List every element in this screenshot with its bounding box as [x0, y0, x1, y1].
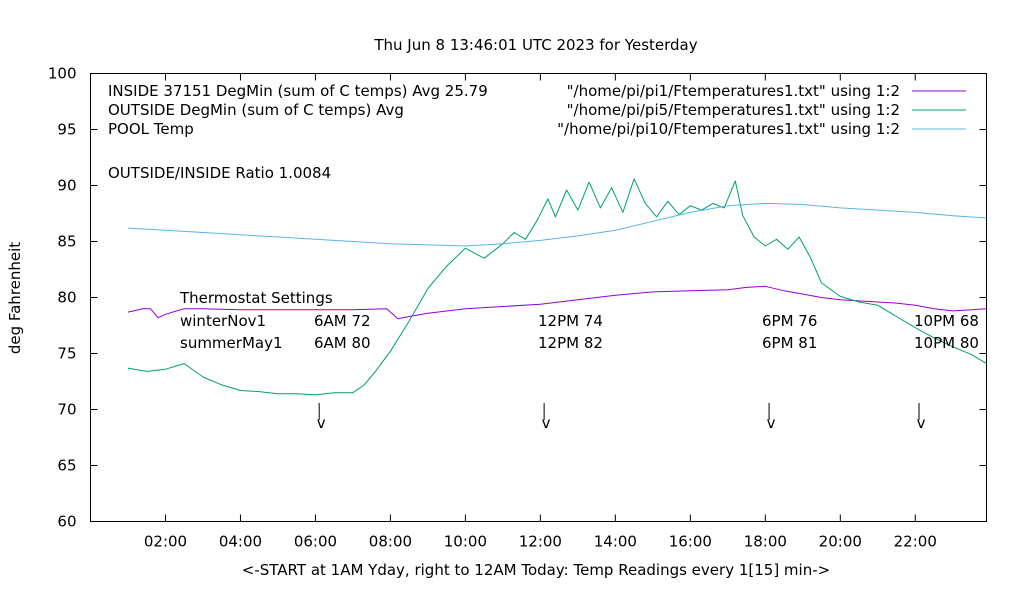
- x-tick-label: 18:00: [744, 533, 787, 551]
- thermostat-setting: 10PM 68: [914, 312, 979, 330]
- thermostat-setting: 6AM 80: [314, 334, 371, 352]
- x-tick-label: 14:00: [594, 533, 637, 551]
- legend-source-inside: "/home/pi/pi1/Ftemperatures1.txt" using …: [567, 82, 900, 100]
- y-tick-label: 75: [57, 345, 76, 363]
- x-tick-label: 06:00: [294, 533, 337, 551]
- x-axis-label: <-START at 1AM Yday, right to 12AM Today…: [242, 561, 830, 579]
- x-tick-label: 08:00: [369, 533, 412, 551]
- thermostat-setting: 12PM 74: [538, 312, 603, 330]
- series-line-outside: [127, 178, 987, 396]
- thermostat-marker-arrow: v: [317, 414, 326, 432]
- thermostat-row-label: winterNov1: [180, 312, 266, 330]
- x-tick-label: 10:00: [444, 533, 487, 551]
- x-tick-label: 02:00: [144, 533, 187, 551]
- x-tick-label: 16:00: [669, 533, 712, 551]
- annotation-layer: OUTSIDE/INSIDE Ratio 1.0084 Thermostat Se…: [108, 164, 979, 432]
- y-tick-label: 90: [57, 177, 76, 195]
- thermostat-marker-arrow: v: [917, 414, 926, 432]
- series-line-inside: [127, 285, 987, 320]
- legend-title-pool: POOL Temp: [108, 120, 194, 138]
- thermostat-title: Thermostat Settings: [179, 289, 333, 307]
- ratio-annotation: OUTSIDE/INSIDE Ratio 1.0084: [108, 164, 331, 182]
- y-tick-label: 80: [57, 289, 76, 307]
- legend-title-outside: OUTSIDE DegMin (sum of C temps) Avg: [108, 101, 404, 119]
- legend-source-outside: "/home/pi/pi5/Ftemperatures1.txt" using …: [567, 101, 900, 119]
- thermostat-setting: 6PM 76: [762, 312, 817, 330]
- axis-ticks: 60 65 70 75 80 85 90 95 100 02:00 04:00 06:00 08:00 1…: [48, 65, 987, 551]
- thermostat-row-label: summerMay1: [180, 334, 283, 352]
- y-tick-label: 95: [57, 121, 76, 139]
- series-layer: [127, 178, 987, 396]
- series-line-pool: [127, 202, 987, 247]
- y-tick-label: 65: [57, 457, 76, 475]
- thermostat-marker-arrow: v: [767, 414, 776, 432]
- x-tick-label: 22:00: [894, 533, 937, 551]
- y-tick-label: 100: [48, 65, 77, 83]
- legend: INSIDE 37151 DegMin (sum of C temps) Avg…: [108, 82, 966, 138]
- x-tick-label: 04:00: [219, 533, 262, 551]
- x-tick-label: 12:00: [519, 533, 562, 551]
- legend-title-inside: INSIDE 37151 DegMin (sum of C temps) Avg…: [108, 82, 488, 100]
- legend-source-pool: "/home/pi/pi10/Ftemperatures1.txt" using…: [557, 120, 900, 138]
- x-tick-label: 20:00: [819, 533, 862, 551]
- thermostat-setting: 6AM 72: [314, 312, 371, 330]
- y-tick-label: 60: [57, 513, 76, 531]
- thermostat-setting: 12PM 82: [538, 334, 603, 352]
- chart-title: Thu Jun 8 13:46:01 UTC 2023 for Yesterda…: [373, 36, 697, 54]
- y-tick-label: 70: [57, 401, 76, 419]
- thermostat-marker-arrow: v: [542, 414, 551, 432]
- y-axis-label: deg Fahrenheit: [6, 242, 24, 354]
- y-tick-label: 85: [57, 233, 76, 251]
- thermostat-setting: 6PM 81: [762, 334, 817, 352]
- thermostat-setting: 10PM 80: [914, 334, 979, 352]
